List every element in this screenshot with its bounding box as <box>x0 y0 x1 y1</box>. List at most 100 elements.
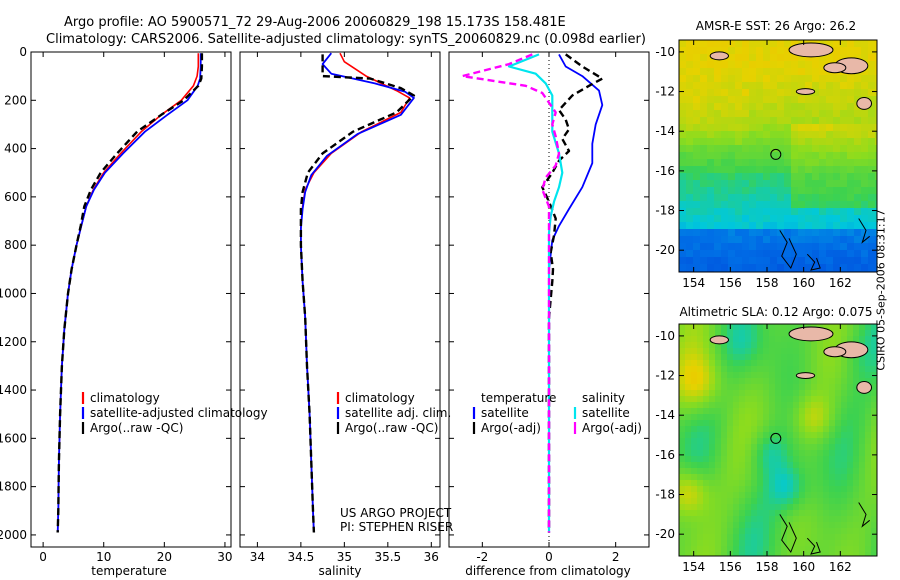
heatmap-cell <box>805 145 813 153</box>
heatmap-cell <box>727 474 734 481</box>
heatmap-cell <box>707 68 715 76</box>
heatmap-cell <box>707 75 715 83</box>
heatmap-cell <box>853 552 860 556</box>
heatmap-cell <box>757 540 764 547</box>
heatmap-cell <box>805 159 813 167</box>
heatmap-cell <box>847 187 855 195</box>
heatmap-cell <box>835 324 842 331</box>
heatmap-cell <box>793 390 800 397</box>
heatmap-cell <box>728 82 736 90</box>
heatmap-cell <box>868 194 876 202</box>
heatmap-cell <box>812 82 820 90</box>
heatmap-cell <box>787 474 794 481</box>
heatmap-cell <box>791 75 799 83</box>
heatmap-cell <box>811 498 818 505</box>
heatmap-cell <box>733 348 740 355</box>
heatmap-cell <box>756 173 764 181</box>
heatmap-cell <box>871 342 877 349</box>
pi-annotation: PI: STEPHEN RISER <box>340 520 453 534</box>
heatmap-cell <box>775 402 782 409</box>
series-group <box>56 53 204 533</box>
heatmap-cell <box>770 82 778 90</box>
heatmap-cell <box>811 360 818 367</box>
heatmap-cell <box>805 438 812 445</box>
heatmap-cell <box>751 546 758 553</box>
heatmap-cell <box>739 414 746 421</box>
heatmap-cell <box>811 546 818 553</box>
heatmap-cell <box>763 173 771 181</box>
heatmap-cell <box>756 229 764 237</box>
heatmap-cell <box>709 522 716 529</box>
heatmap-cell <box>833 124 841 132</box>
heatmap-cell <box>693 236 701 244</box>
heatmap-cell <box>721 159 729 167</box>
heatmap-cell <box>685 462 692 469</box>
heatmap-cell <box>853 456 860 463</box>
sst-map-title: AMSR-E SST: 26 Argo: 26.2 <box>696 19 856 33</box>
heatmap-cell <box>749 124 757 132</box>
heatmap-cell <box>819 180 827 188</box>
heatmap-cell <box>817 426 824 433</box>
heatmap-cell <box>707 243 715 251</box>
heatmap-cell <box>745 420 752 427</box>
heatmap-cell <box>826 236 834 244</box>
heatmap-cell <box>777 54 785 62</box>
heatmap-cell <box>770 159 778 167</box>
heatmap-cell <box>697 522 704 529</box>
y-tick-label: 1400 <box>0 383 27 397</box>
heatmap-cell <box>679 456 686 463</box>
heatmap-cell <box>833 131 841 139</box>
heatmap-cell <box>826 96 834 104</box>
heatmap-cell <box>812 180 820 188</box>
heatmap-cell <box>763 110 771 118</box>
heatmap-cell <box>745 360 752 367</box>
heatmap-cell <box>728 229 736 237</box>
heatmap-cell <box>871 432 877 439</box>
heatmap-cell <box>763 68 771 76</box>
heatmap-cell <box>868 68 876 76</box>
heatmap-cell <box>686 152 694 160</box>
heatmap-cell <box>727 348 734 355</box>
heatmap-cell <box>805 103 813 111</box>
heatmap-cell <box>847 396 854 403</box>
heatmap-cell <box>733 516 740 523</box>
heatmap-cell <box>763 456 770 463</box>
heatmap-cell <box>875 103 877 111</box>
heatmap-cell <box>826 173 834 181</box>
heatmap-cell <box>775 426 782 433</box>
heatmap-cell <box>798 215 806 223</box>
heatmap-cell <box>721 546 728 553</box>
heatmap-cell <box>733 522 740 529</box>
heatmap-cell <box>812 236 820 244</box>
heatmap-cell <box>700 236 708 244</box>
heatmap-cell <box>854 82 862 90</box>
heatmap-cell <box>840 194 848 202</box>
heatmap-cell <box>875 145 877 153</box>
heatmap-cell <box>811 534 818 541</box>
heatmap-cell <box>770 250 778 258</box>
heatmap-cell <box>769 426 776 433</box>
heatmap-cell <box>875 166 877 174</box>
heatmap-cell <box>805 396 812 403</box>
heatmap-cell <box>721 250 729 258</box>
heatmap-cell <box>727 432 734 439</box>
heatmap-cell <box>709 330 716 337</box>
heatmap-cell <box>865 546 872 553</box>
heatmap-cell <box>728 145 736 153</box>
heatmap-cells <box>679 324 877 556</box>
heatmap-cell <box>868 103 876 111</box>
heatmap-cell <box>685 390 692 397</box>
heatmap-cell <box>721 117 729 125</box>
heatmap-cell <box>733 396 740 403</box>
heatmap-cell <box>770 117 778 125</box>
heatmap-cell <box>763 152 771 160</box>
heatmap-cell <box>700 103 708 111</box>
heatmap-cell <box>833 40 841 48</box>
heatmap-cell <box>700 201 708 209</box>
heatmap-cell <box>781 330 788 337</box>
heatmap-cell <box>819 89 827 97</box>
heatmap-cell <box>777 264 785 272</box>
heatmap-cell <box>781 396 788 403</box>
heatmap-cell <box>721 486 728 493</box>
heatmap-cell <box>875 40 877 48</box>
